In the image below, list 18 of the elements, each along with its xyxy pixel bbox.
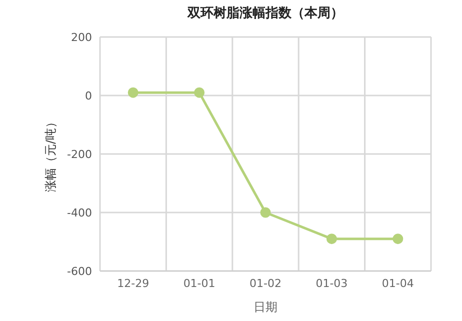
y-tick-label: -600 [67, 264, 92, 278]
y-tick-label: 200 [71, 30, 92, 44]
x-tick-label: 12-29 [117, 276, 150, 290]
point [128, 87, 138, 98]
x-tick-label: 01-04 [382, 276, 414, 290]
x-axis-title: 日期 [254, 300, 278, 314]
x-tick-label: 01-01 [183, 276, 216, 290]
y-tick-label: 0 [85, 89, 92, 102]
point [392, 234, 404, 244]
point [260, 207, 271, 218]
chart-title: 双环树脂涨幅指数（本周） [186, 5, 344, 22]
y-axis-title: 涨幅（元/吨） [43, 116, 58, 192]
y-tick-label: -400 [67, 206, 92, 220]
y-tick-label: -200 [67, 148, 92, 161]
x-tick-label: 01-03 [316, 276, 348, 290]
x-tick-label: 01-02 [250, 276, 282, 290]
point [326, 234, 337, 244]
point [194, 87, 205, 98]
